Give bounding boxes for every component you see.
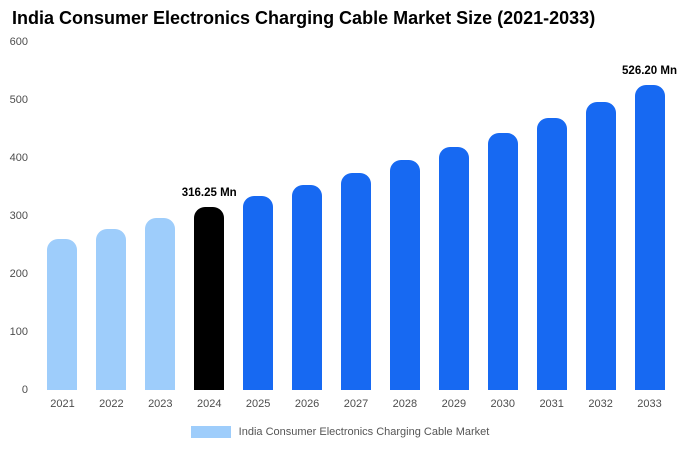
bar-column-2023: 2023 xyxy=(136,42,185,410)
y-axis-tick: 400 xyxy=(9,152,28,164)
x-axis-label: 2025 xyxy=(245,398,271,410)
x-axis-label: 2026 xyxy=(294,398,320,410)
bar-2021[interactable] xyxy=(47,239,78,390)
x-axis-label: 2029 xyxy=(441,398,467,410)
x-axis-label: 2024 xyxy=(196,398,222,410)
x-axis-label: 2030 xyxy=(490,398,515,410)
y-axis: 0 100 200 300 400 500 600 xyxy=(0,36,30,396)
x-axis-label: 2031 xyxy=(539,398,564,410)
y-axis-tick: 500 xyxy=(9,94,28,106)
bar-column-2025: 2025 xyxy=(234,42,283,410)
bar-column-2033: 526.20 Mn 2033 xyxy=(622,42,678,410)
legend-swatch xyxy=(190,426,231,438)
y-axis-tick: 0 xyxy=(21,384,28,396)
legend: India Consumer Electronics Charging Cabl… xyxy=(0,426,680,438)
bar-column-2029: 2029 xyxy=(429,42,478,410)
bar-column-2027: 2027 xyxy=(332,42,381,410)
x-axis-label: 2033 xyxy=(637,398,662,410)
bar-2032[interactable] xyxy=(585,102,616,390)
bar-2031[interactable] xyxy=(536,118,567,390)
bar-column-2021: 2021 xyxy=(38,42,87,410)
bar-column-2022: 2022 xyxy=(87,42,136,410)
x-axis-label: 2032 xyxy=(588,398,613,410)
y-axis-tick: 200 xyxy=(9,268,28,280)
chart-title: India Consumer Electronics Charging Cabl… xyxy=(12,8,596,28)
bar-2027[interactable] xyxy=(340,172,371,390)
x-axis-label: 2022 xyxy=(99,398,124,410)
x-axis-label: 2023 xyxy=(148,398,173,410)
x-axis-label: 2021 xyxy=(50,398,75,410)
bar-column-2030: 2030 xyxy=(478,42,527,410)
bar-value-label: 526.20 Mn xyxy=(622,64,678,77)
bar-column-2031: 2031 xyxy=(527,42,576,410)
bar-column-2024: 316.25 Mn 2024 xyxy=(181,42,237,410)
bar-2026[interactable] xyxy=(292,184,323,390)
bar-column-2028: 2028 xyxy=(380,42,429,410)
plot-area: 2021 2022 2023 316.25 Mn 2024 2025 2026 2027 202… xyxy=(38,42,678,410)
y-axis-tick: 100 xyxy=(9,326,28,338)
x-axis-label: 2027 xyxy=(343,398,369,410)
x-axis-label: 2028 xyxy=(392,398,418,410)
bar-2025[interactable] xyxy=(243,195,274,390)
bar-value-label: 316.25 Mn xyxy=(181,186,237,199)
bar-2030[interactable] xyxy=(487,132,518,390)
bar-2022[interactable] xyxy=(96,229,127,390)
y-axis-tick: 600 xyxy=(9,36,28,48)
legend-label: India Consumer Electronics Charging Cabl… xyxy=(238,426,490,438)
y-axis-tick: 300 xyxy=(9,210,28,222)
bar-2033[interactable] xyxy=(634,84,665,390)
bar-2029[interactable] xyxy=(438,146,469,390)
bar-column-2026: 2026 xyxy=(283,42,332,410)
bar-column-2032: 2032 xyxy=(576,42,625,410)
bar-2028[interactable] xyxy=(389,160,420,390)
bar-2023[interactable] xyxy=(145,218,176,390)
bar-2024[interactable] xyxy=(194,206,225,390)
